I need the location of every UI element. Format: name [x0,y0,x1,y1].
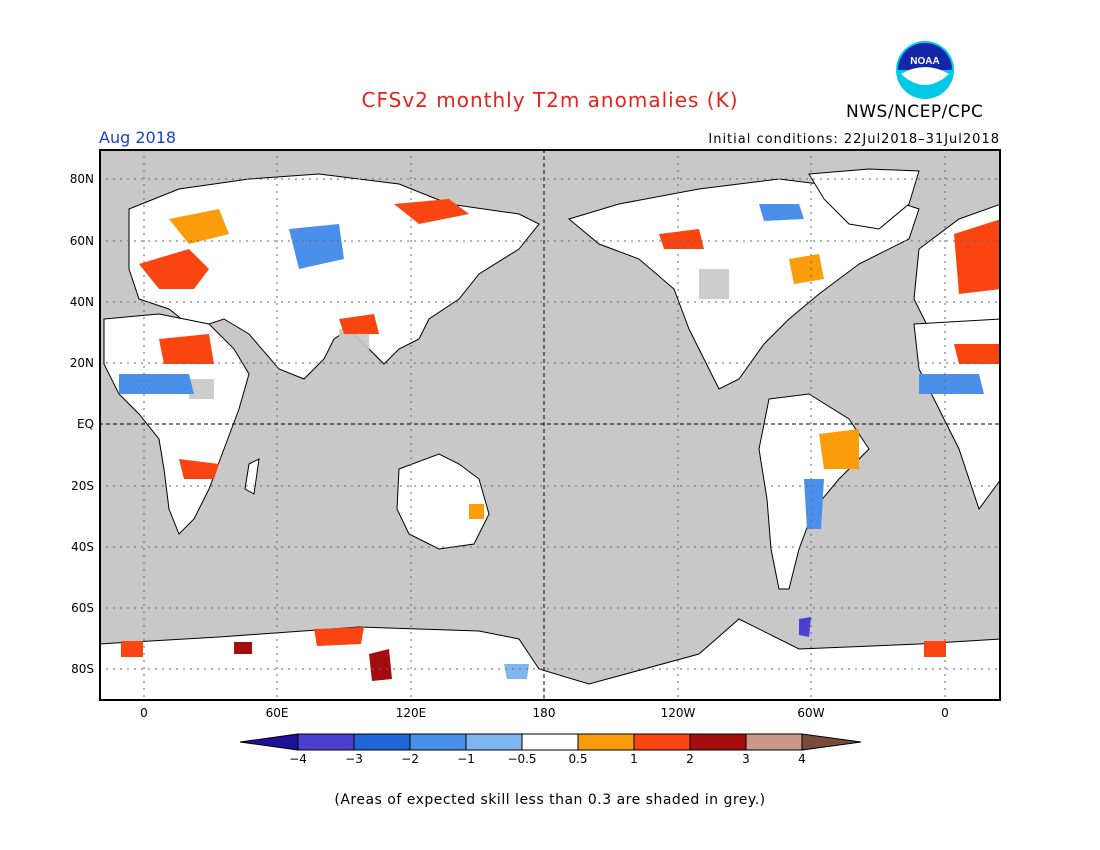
colorbar-segment [689,733,747,751]
lat-label: 40S [71,540,94,554]
lon-label: 0 [941,706,949,720]
colorbar-tick: 4 [798,752,806,766]
colorbar-segment [353,733,411,751]
chart-title: CFSv2 monthly T2m anomalies (K) [361,88,739,112]
anomaly-map [99,149,1001,701]
lat-label: 80S [71,662,94,676]
lat-label: 60N [69,234,94,248]
colorbar-tick: −0.5 [507,752,537,766]
lat-label: 60S [71,601,94,615]
colorbar-tick: −3 [345,752,363,766]
colorbar-segment [465,733,523,751]
lon-label: 0 [140,706,148,720]
lon-label: 120E [395,706,427,720]
colorbar-high-arrow [801,733,862,751]
colorbar-tick: 1 [630,752,638,766]
colorbar [240,733,862,751]
skill-footnote: (Areas of expected skill less than 0.3 a… [334,792,766,808]
lat-label: 20N [69,356,94,370]
forecast-month: Aug 2018 [99,128,177,147]
lon-label: 120W [660,706,696,720]
lat-label: 20S [71,479,94,493]
noaa-logo-text: NOAA [910,56,939,67]
noaa-logo: NOAA [895,40,955,100]
colorbar-tick: 2 [686,752,694,766]
colorbar-tick: −1 [457,752,475,766]
colorbar-segment [409,733,467,751]
colorbar-segment [297,733,355,751]
map-frame [99,149,1001,701]
land-masses [99,168,1001,701]
reference-lines [99,149,1001,701]
lon-label: 60E [265,706,289,720]
colorbar-tick: −2 [401,752,419,766]
agency-label: NWS/NCEP/CPC [846,102,984,122]
lat-label: 80N [69,172,94,186]
cool-anomalies [119,204,984,679]
lon-label: 180 [532,706,556,720]
lat-label: 40N [69,295,94,309]
colorbar-low-arrow [240,733,299,751]
colorbar-segment [577,733,635,751]
colorbar-segment [745,733,803,751]
colorbar-segment [521,733,579,751]
lat-label: EQ [76,417,94,431]
lon-label: 60W [797,706,825,720]
colorbar-segment [633,733,691,751]
colorbar-tick: −4 [289,752,307,766]
warm-anomalies [121,199,1001,681]
initial-conditions: Initial conditions: 22Jul2018–31Jul2018 [708,132,1000,147]
colorbar-tick: 0.5 [568,752,588,766]
colorbar-tick: 3 [742,752,750,766]
gridlines [99,149,1001,701]
